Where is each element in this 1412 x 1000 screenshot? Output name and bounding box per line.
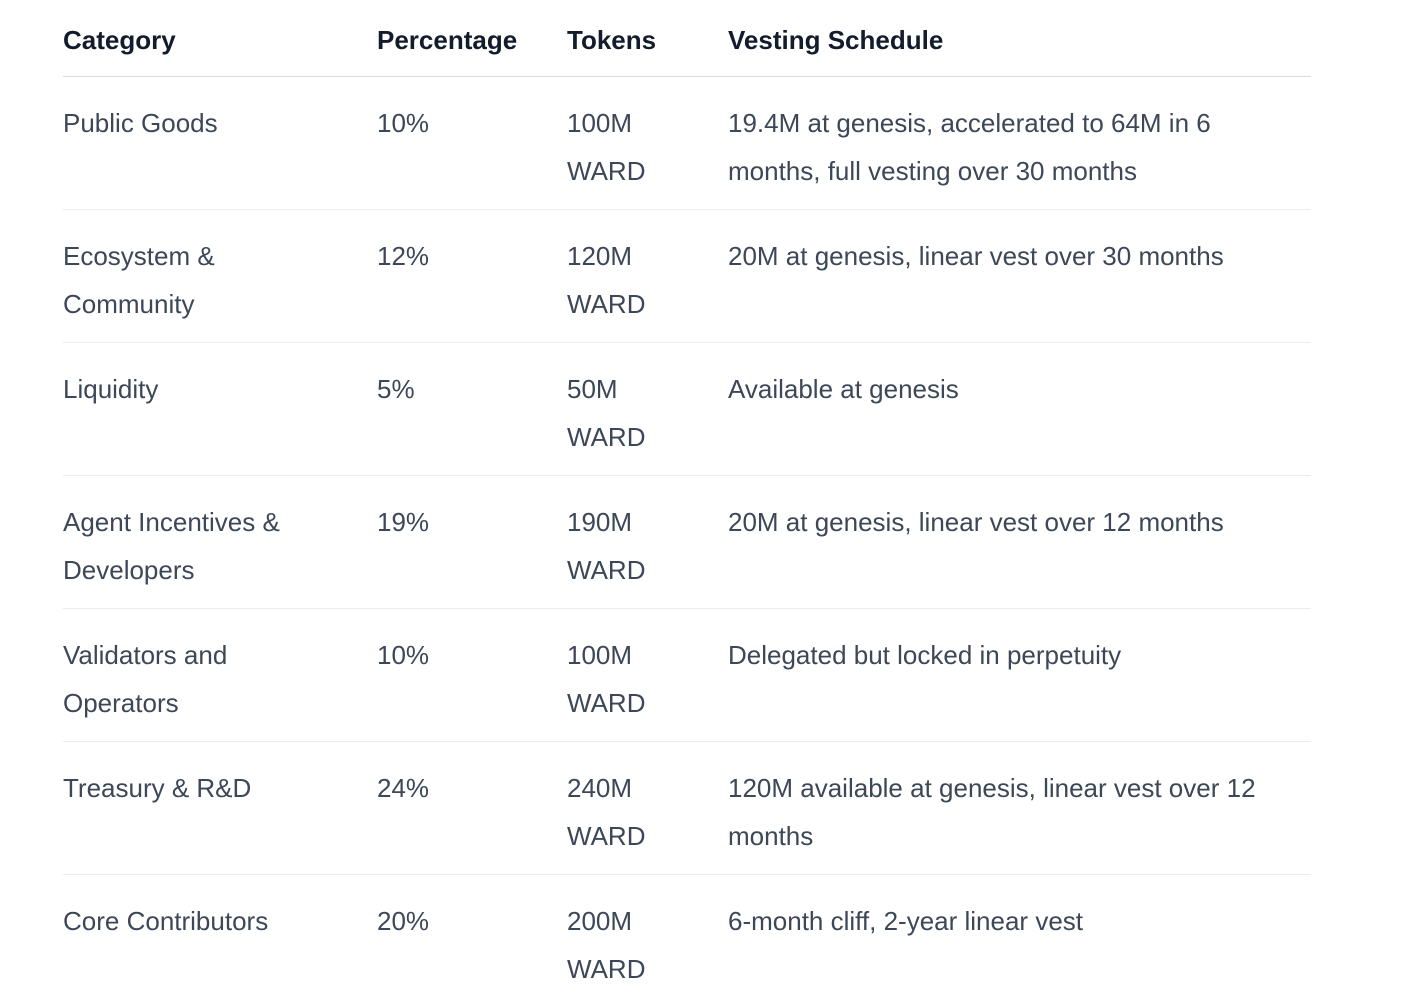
tokens-amount: 100M bbox=[567, 640, 633, 670]
category-cell: Agent Incentives & Developers bbox=[63, 475, 377, 609]
vesting-schedule-cell: Available at genesis bbox=[728, 342, 1311, 476]
category-cell: Validators and Operators bbox=[63, 608, 377, 742]
table-row: Validators and Operators 10% 100M WARD D… bbox=[63, 608, 1311, 742]
vesting-schedule-cell: 19.4M at genesis, accelerated to 64M in … bbox=[728, 76, 1311, 210]
category-cell: Ecosystem & Community bbox=[63, 209, 377, 343]
table-header: Category Percentage Tokens Vesting Sched… bbox=[63, 0, 1311, 77]
table-row: Ecosystem & Community 12% 120M WARD 20M … bbox=[63, 209, 1311, 343]
table-header-row: Category Percentage Tokens Vesting Sched… bbox=[63, 0, 1311, 77]
tokens-unit: WARD bbox=[567, 821, 646, 851]
category-cell: Treasury & R&D bbox=[63, 741, 377, 875]
tokens-cell: 240M WARD bbox=[567, 741, 728, 875]
table-row: Liquidity 5% 50M WARD Available at genes… bbox=[63, 342, 1311, 476]
category-cell: Liquidity bbox=[63, 342, 377, 476]
percentage-cell: 10% bbox=[377, 608, 567, 742]
tokens-cell: 100M WARD bbox=[567, 608, 728, 742]
tokens-amount: 50M bbox=[567, 374, 618, 404]
percentage-cell: 24% bbox=[377, 741, 567, 875]
tokens-amount: 100M bbox=[567, 108, 633, 138]
tokens-unit: WARD bbox=[567, 688, 646, 718]
vesting-schedule-cell: 120M available at genesis, linear vest o… bbox=[728, 741, 1311, 875]
tokens-unit: WARD bbox=[567, 422, 646, 452]
tokens-cell: 200M WARD bbox=[567, 875, 728, 1000]
column-header-vesting-schedule: Vesting Schedule bbox=[728, 0, 1311, 77]
table-row: Public Goods 10% 100M WARD 19.4M at gene… bbox=[63, 76, 1311, 210]
vesting-schedule-cell: Delegated but locked in perpetuity bbox=[728, 608, 1311, 742]
tokens-amount: 120M bbox=[567, 241, 633, 271]
table-row: Treasury & R&D 24% 240M WARD 120M availa… bbox=[63, 741, 1311, 875]
tokens-cell: 100M WARD bbox=[567, 76, 728, 210]
token-allocation-table: Category Percentage Tokens Vesting Sched… bbox=[63, 0, 1311, 1000]
tokens-unit: WARD bbox=[567, 555, 646, 585]
column-header-category: Category bbox=[63, 0, 377, 77]
vesting-schedule-cell: 20M at genesis, linear vest over 12 mont… bbox=[728, 475, 1311, 609]
percentage-cell: 5% bbox=[377, 342, 567, 476]
category-cell: Core Contributors bbox=[63, 906, 269, 936]
tokens-cell: 190M WARD bbox=[567, 475, 728, 609]
column-header-tokens: Tokens bbox=[567, 0, 728, 77]
tokens-unit: WARD bbox=[567, 289, 646, 319]
tokens-cell: 50M WARD bbox=[567, 342, 728, 476]
percentage-cell: 20% bbox=[377, 906, 430, 936]
category-cell: Public Goods bbox=[63, 76, 377, 210]
vesting-schedule-cell: 20M at genesis, linear vest over 30 mont… bbox=[728, 209, 1311, 343]
percentage-cell: 19% bbox=[377, 475, 567, 609]
tokens-amount: 200M bbox=[567, 906, 633, 936]
vesting-schedule-cell: 6-month cliff, 2-year linear vest bbox=[728, 906, 1083, 936]
column-header-percentage: Percentage bbox=[377, 0, 567, 77]
tokens-unit: WARD bbox=[567, 156, 646, 186]
percentage-cell: 12% bbox=[377, 209, 567, 343]
tokens-amount: 190M bbox=[567, 507, 633, 537]
percentage-cell: 10% bbox=[377, 76, 567, 210]
tokens-amount: 240M bbox=[567, 773, 633, 803]
table-body: Public Goods 10% 100M WARD 19.4M at gene… bbox=[63, 76, 1311, 1000]
table-row: Agent Incentives & Developers 19% 190M W… bbox=[63, 475, 1311, 609]
tokens-cell: 120M WARD bbox=[567, 209, 728, 343]
tokens-unit: WARD bbox=[567, 954, 646, 984]
table-row: Core Contributors 20% 200M WARD 6-month … bbox=[63, 875, 1311, 1000]
